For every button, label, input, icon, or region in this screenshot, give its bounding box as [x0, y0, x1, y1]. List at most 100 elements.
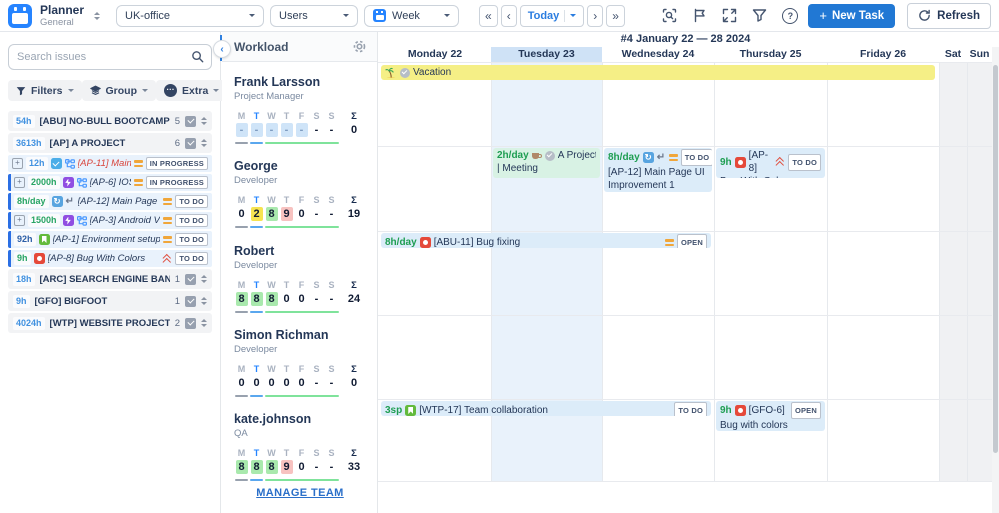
project-row-abu[interactable]: 54h [ABU] NO-BULL BOOTCAMP 5 [8, 111, 212, 131]
calendar-icon [373, 9, 387, 22]
filter-icon [16, 86, 26, 95]
gear-icon[interactable] [352, 39, 367, 54]
event-wtp17[interactable]: 3sp [WTP-17] Team collaboration TO DO [381, 401, 711, 416]
task-row-ap3[interactable]: 1500h [AP-3] Android Ve... TO DO [8, 212, 212, 229]
fullscreen-icon[interactable] [722, 8, 737, 23]
today-button[interactable]: Today [519, 4, 585, 27]
day-value: 0 [298, 461, 305, 473]
event-hours: 9h [720, 405, 732, 416]
scrollbar-thumb[interactable] [993, 65, 998, 453]
jump-back-button[interactable]: « [479, 4, 498, 27]
hours-badge: 1500h [28, 214, 60, 227]
group-label: Group [105, 84, 138, 97]
task-type-icon [50, 158, 62, 169]
hours-badge: 3613h [13, 136, 45, 150]
grid-line [714, 62, 715, 481]
next-button[interactable]: › [587, 4, 604, 27]
main-area: ‹ Workload Frank Larsson Project Manager… [213, 32, 999, 513]
team-select[interactable]: UK-office [116, 4, 265, 27]
bug-type-icon [734, 405, 746, 416]
day-header-sunday: Sun [969, 48, 990, 60]
event-points: 3sp [385, 405, 403, 416]
checkbox-icon[interactable] [185, 295, 196, 307]
task-row-ap6[interactable]: 2000h [AP-6] IOS ... IN PROGRESS [8, 174, 212, 191]
sort-icon[interactable] [201, 316, 207, 330]
day-letter: S [313, 448, 320, 458]
day-value: - [329, 208, 334, 220]
day-value: - [234, 123, 249, 139]
sum-letter: Σ [351, 280, 357, 291]
event-title: [AP-12] Main Page UI Improvement 1 [608, 167, 705, 191]
expand-icon[interactable] [14, 177, 25, 188]
task-row-ap1[interactable]: 92h [AP-1] Environment setup TO DO [8, 231, 212, 248]
project-row-ap[interactable]: 3613h [AP] A PROJECT 6 [8, 133, 212, 153]
status-badge: TO DO [175, 252, 208, 265]
grid-line [222, 62, 999, 63]
range-select[interactable]: Week [364, 4, 460, 27]
checkbox-icon[interactable] [185, 317, 196, 329]
group-button[interactable]: Group [81, 80, 157, 101]
prev-button[interactable]: ‹ [500, 4, 517, 27]
vertical-scrollbar[interactable] [992, 47, 999, 513]
project-row-gfo[interactable]: 9h [GFO] BIGFOOT 1 [8, 291, 212, 311]
app-logo-calendar-icon[interactable] [8, 3, 32, 28]
day-value: 9 [279, 460, 294, 476]
view-mode-select[interactable]: Users [270, 4, 359, 27]
checkbox-icon[interactable] [185, 273, 196, 285]
project-row-arc[interactable]: 18h [ARC] SEARCH ENGINE BAN... 1 [8, 269, 212, 289]
day-value: 0 [298, 293, 305, 305]
filters-button[interactable]: Filters [8, 80, 82, 101]
event-gfo6[interactable]: 9h [GFO-6] OPEN Bug with colors [716, 401, 825, 431]
day-letter: S [328, 448, 335, 458]
event-abu11[interactable]: 8h/day [ABU-11] Bug fixing OPEN [381, 233, 711, 248]
sort-icon[interactable] [201, 294, 207, 308]
allocation-underline [234, 479, 369, 481]
person-name: Frank Larsson [234, 75, 321, 89]
bug-type-icon [734, 156, 746, 168]
sort-icon[interactable] [201, 114, 207, 128]
project-row-wtp[interactable]: 4024h [WTP] WEBSITE PROJECT 2 [8, 313, 212, 333]
event-meeting[interactable]: 2h/day A Project | Meeting [493, 148, 600, 178]
jump-forward-button[interactable]: » [606, 4, 625, 27]
day-value: 9 [279, 207, 294, 223]
day-letter: T [253, 195, 260, 205]
extra-button[interactable]: Extra [156, 80, 228, 101]
sort-icon[interactable] [201, 136, 207, 150]
event-ap8[interactable]: 9h [AP-8] TO DO Bug With Colors [716, 148, 825, 178]
search-input[interactable] [9, 51, 211, 63]
day-value: 0 [238, 208, 245, 220]
expand-icon[interactable] [12, 158, 23, 169]
refresh-button[interactable]: Refresh [907, 2, 991, 29]
app-subtitle: General [40, 16, 74, 28]
collapse-panel-button[interactable]: ‹ [213, 40, 231, 58]
checkbox-icon[interactable] [185, 137, 196, 149]
help-icon[interactable] [782, 7, 799, 24]
task-title: [AP-11] Main P... [77, 158, 131, 169]
panel-switcher-icon[interactable] [94, 9, 101, 23]
scope-search-icon[interactable] [662, 8, 677, 23]
filter-icon[interactable] [752, 8, 767, 23]
sort-icon[interactable] [201, 272, 207, 286]
day-letter: M [237, 111, 246, 121]
manage-team-link[interactable]: MANAGE TEAM [256, 487, 344, 499]
person-role: Developer [234, 175, 278, 186]
hours-badge: 18h [13, 272, 35, 286]
approved-check-icon [544, 150, 555, 161]
new-task-button[interactable]: + New Task [808, 3, 896, 28]
expand-icon[interactable] [14, 215, 25, 226]
refresh-label: Refresh [937, 9, 980, 22]
day-value: - [249, 123, 264, 139]
task-row-ap8[interactable]: 9h [AP-8] Bug With Colors TO DO [8, 250, 212, 267]
chevron-down-icon [142, 89, 149, 95]
event-ap12[interactable]: 8h/day TO DO [AP-12] Main Page UI Improv… [604, 148, 712, 192]
task-row-ap11[interactable]: 12h [AP-11] Main P... IN PROGRESS [8, 155, 212, 172]
task-row-ap12[interactable]: 8h/day [AP-12] Main Page U... TO DO [8, 193, 212, 210]
checkbox-icon[interactable] [185, 115, 196, 127]
flag-icon[interactable] [692, 8, 707, 23]
event-vacation[interactable]: Vacation [381, 65, 935, 80]
